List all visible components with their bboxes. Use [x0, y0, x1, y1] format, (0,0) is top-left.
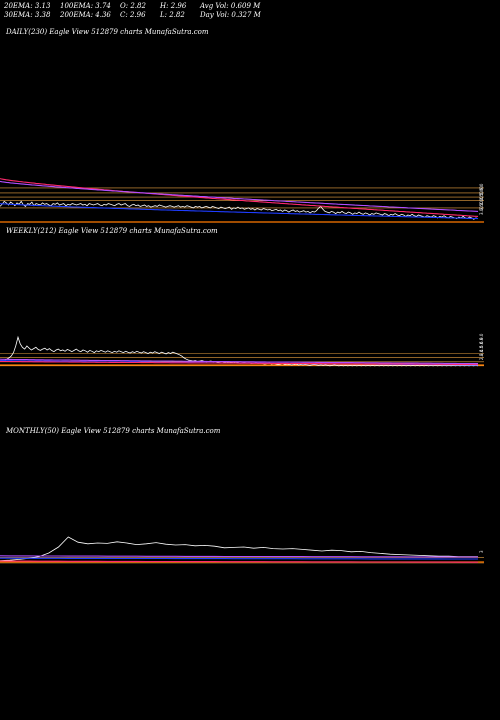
header-avg-vol: Avg Vol: 0.609 M: [200, 2, 261, 10]
weekly-y-tick-label-0: 9.0: [479, 333, 484, 340]
monthly-y-tick-label-0: 3: [479, 550, 484, 553]
daily-y-tick-label-0: 9.0: [479, 183, 484, 190]
header-close: C: 2.96: [120, 11, 146, 19]
header-day-vol: Day Vol: 0.327 M: [200, 11, 261, 19]
monthly-chart-title: MONTHLY(50) Eagle View 512879 charts Mun…: [6, 427, 221, 435]
daily-series-ema-short: [0, 203, 479, 220]
header-low: L: 2.82: [160, 11, 185, 19]
daily-chart-title: DAILY(230) Eagle View 512879 charts Muna…: [6, 28, 209, 36]
daily-y-tick-label-1: 5.00: [479, 186, 484, 195]
weekly-y-tick-label-5: 2.0: [479, 353, 484, 360]
weekly-series-ema-long: [0, 360, 478, 366]
daily-y-tick-label-4: 3.50: [479, 201, 484, 210]
weekly-y-tick-label-4: 3.0: [479, 349, 484, 356]
monthly-chart: 3: [0, 536, 484, 564]
header-ema20: 20EMA: 3.13: [4, 2, 51, 10]
weekly-chart: 9.06.05.04.03.02.0: [0, 333, 484, 367]
daily-y-tick-label-3: 4.00: [479, 196, 484, 205]
header-open: O: 2.82: [120, 2, 146, 10]
weekly-chart-title: WEEKLY(212) Eagle View 512879 charts Mun…: [6, 227, 218, 235]
header-high: H: 2.96: [160, 2, 187, 10]
daily-series-ema-long: [0, 178, 479, 217]
monthly-series-price: [0, 536, 478, 561]
header-ema30: 30EMA: 3.38: [4, 11, 51, 19]
monthly-series-ema-long: [0, 560, 478, 563]
monthly-series-ema-mid: [0, 555, 478, 558]
header-ema100: 100EMA: 3.74: [60, 2, 111, 10]
header-ema200: 200EMA: 4.36: [60, 11, 111, 19]
monthly-series-ema-short: [0, 557, 478, 560]
weekly-y-tick-label-1: 6.0: [479, 337, 484, 344]
daily-series-price: [0, 200, 479, 220]
daily-y-tick-label-5: 3.00: [479, 206, 484, 215]
weekly-y-tick-label-2: 5.0: [479, 341, 484, 348]
weekly-y-tick-label-3: 4.0: [479, 345, 484, 352]
daily-series-ema-mid: [0, 180, 479, 212]
daily-chart: 9.05.004.504.003.503.00: [0, 178, 484, 223]
daily-y-tick-label-2: 4.50: [479, 191, 484, 200]
weekly-series-ema-mid: [0, 358, 478, 365]
